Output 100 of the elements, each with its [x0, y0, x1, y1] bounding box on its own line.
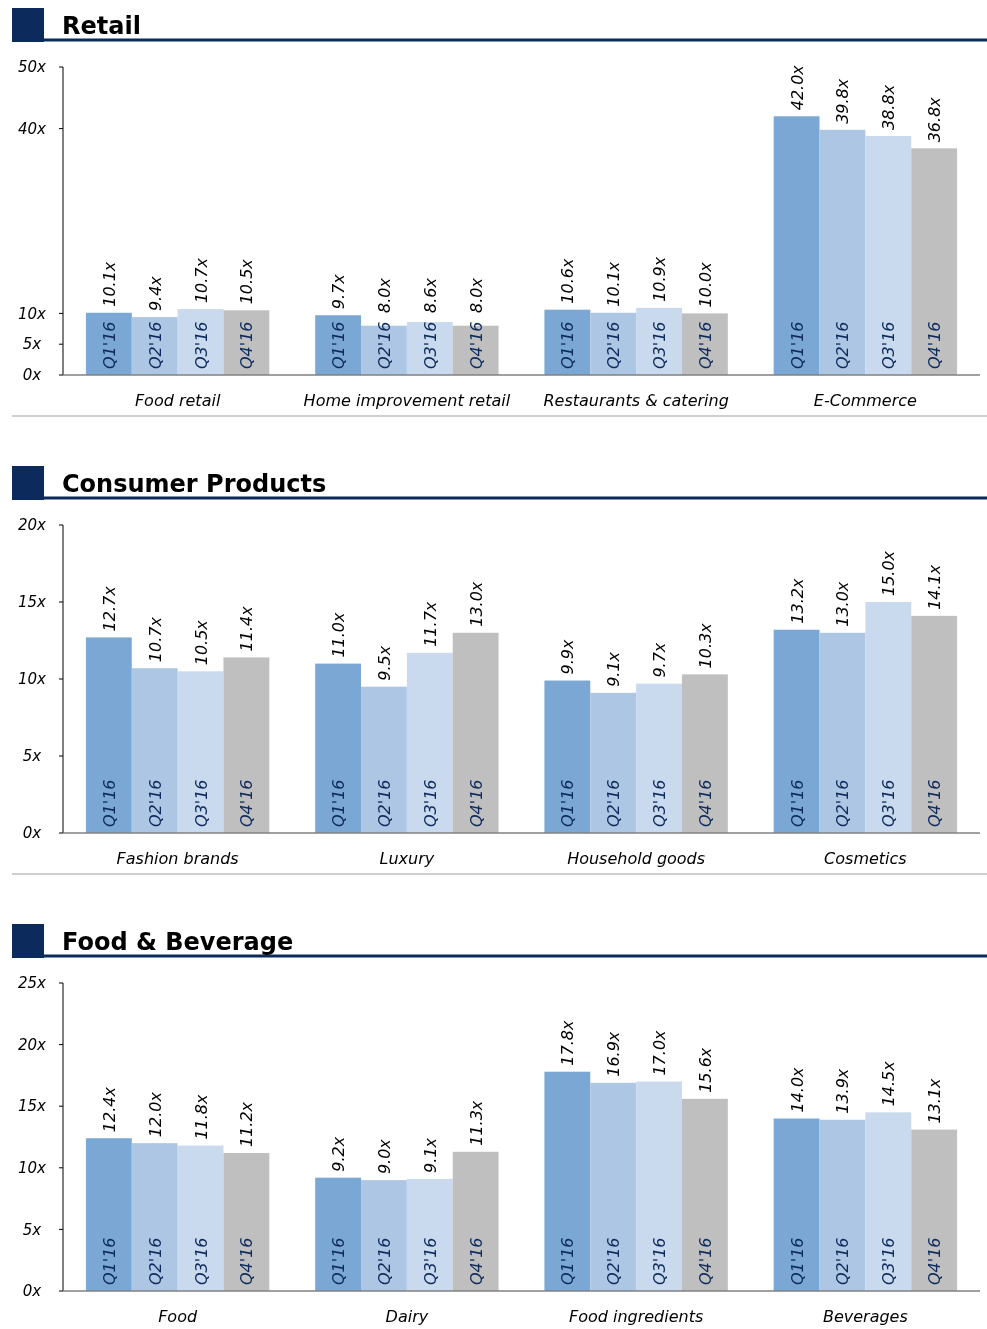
data-label: 13.1x: [925, 1077, 945, 1124]
y-tick-label: 10x: [18, 670, 47, 689]
x-tick-label: Beverages: [822, 1307, 908, 1326]
bar: [315, 663, 362, 833]
data-label: 10.1x: [604, 261, 624, 307]
text: Q3'16: [420, 1237, 440, 1285]
data-label: 9.1x: [420, 1137, 440, 1173]
text: Q3'16: [879, 321, 899, 369]
data-label: 14.5x: [879, 1060, 899, 1107]
data-label: 15.6x: [695, 1047, 715, 1093]
bar: [681, 1098, 728, 1291]
bar: [406, 1178, 453, 1291]
data-label: 10.1x: [99, 261, 119, 307]
bar: [865, 135, 912, 375]
text: Q2'16: [833, 779, 853, 827]
text: Q1'16: [787, 1237, 807, 1285]
text: Q2'16: [604, 321, 624, 369]
data-label: 10.5x: [237, 258, 257, 305]
bar: [911, 615, 958, 833]
text: Q3'16: [650, 779, 670, 827]
chart-title: Consumer Products: [62, 470, 327, 498]
data-label: 10.3x: [695, 622, 715, 669]
data-label: 11.3x: [466, 1100, 486, 1146]
data-label: 11.0x: [329, 611, 349, 658]
text: Q4'16: [466, 779, 486, 827]
data-label: 13.2x: [787, 578, 807, 624]
bar: [223, 1153, 270, 1291]
data-label: 15.0x: [879, 550, 899, 596]
y-tick-label: 20x: [18, 1035, 47, 1054]
data-label: 13.0x: [466, 581, 486, 627]
data-label: 13.9x: [833, 1068, 853, 1114]
y-tick-label: 15x: [18, 593, 47, 612]
chart-title: Food & Beverage: [62, 928, 294, 956]
data-label: 11.8x: [191, 1094, 211, 1140]
bar: [819, 129, 866, 375]
series-label: Q1'16: [99, 1237, 119, 1285]
bar: [590, 1082, 637, 1291]
text: Q1'16: [787, 779, 807, 827]
bar: [819, 632, 866, 833]
text: Q4'16: [466, 1237, 486, 1285]
y-tick-label: 15x: [18, 1097, 47, 1116]
data-label: 13.0x: [833, 581, 853, 627]
series-label: Q4'16: [466, 321, 486, 369]
series-label: Q1'16: [99, 321, 119, 369]
text: Q1'16: [787, 321, 807, 369]
data-label: 9.4x: [145, 275, 165, 312]
data-label: 9.5x: [374, 645, 394, 681]
text: Q2'16: [604, 1237, 624, 1285]
data-label: 17.8x: [558, 1020, 578, 1066]
text: Q4'16: [925, 1237, 945, 1285]
x-tick-label: Household goods: [567, 849, 706, 868]
bar: [85, 637, 132, 833]
x-tick-label: Home improvement retail: [303, 391, 511, 410]
series-label: Q4'16: [237, 779, 257, 827]
series-label: Q3'16: [420, 321, 440, 369]
bar: [452, 1151, 499, 1291]
chart-title: Retail: [62, 12, 141, 40]
data-label: 11.4x: [237, 605, 257, 652]
text: Q4'16: [695, 779, 715, 827]
text: Q3'16: [650, 321, 670, 369]
x-tick-label: E-Commerce: [813, 391, 918, 410]
bar: [452, 632, 499, 833]
data-label: 17.0x: [650, 1029, 670, 1076]
text: Q3'16: [420, 779, 440, 827]
text: Q2'16: [145, 321, 165, 369]
bar: [177, 1145, 224, 1291]
x-tick-label: Fashion brands: [116, 849, 239, 868]
text: Q1'16: [329, 779, 349, 827]
data-label: 8.0x: [374, 277, 394, 313]
bar: [773, 629, 820, 833]
text: Q4'16: [695, 321, 715, 369]
data-label: 9.1x: [604, 651, 624, 687]
y-tick-label: 40x: [18, 119, 47, 138]
data-label: 10.9x: [650, 256, 670, 302]
text: Q2'16: [374, 1237, 394, 1285]
text: Q1'16: [329, 321, 349, 369]
series-label: Q2'16: [374, 321, 394, 369]
x-tick-label: Luxury: [379, 849, 435, 868]
series-label: Q2'16: [145, 1237, 165, 1285]
data-label: 12.4x: [99, 1086, 119, 1133]
y-tick-label: 0x: [22, 366, 42, 385]
bar: [544, 680, 591, 833]
x-tick-label: Food: [158, 1307, 198, 1326]
y-tick-label: 0x: [22, 824, 42, 843]
bar: [361, 686, 407, 833]
text: Q3'16: [191, 321, 211, 369]
data-label: 10.0x: [695, 261, 715, 308]
x-tick-label: Dairy: [385, 1307, 429, 1326]
bar: [865, 1112, 912, 1291]
y-tick-label: 50x: [18, 58, 47, 77]
bar: [406, 652, 453, 833]
series-label: Q1'16: [99, 779, 119, 827]
data-label: 10.7x: [191, 257, 211, 304]
data-label: 10.6x: [558, 258, 578, 304]
data-label: 11.7x: [420, 601, 440, 647]
bar: [85, 1138, 132, 1291]
y-tick-label: 20x: [18, 516, 47, 535]
text: Q1'16: [329, 1237, 349, 1285]
bar: [315, 1177, 362, 1291]
data-label: 9.0x: [374, 1138, 394, 1175]
